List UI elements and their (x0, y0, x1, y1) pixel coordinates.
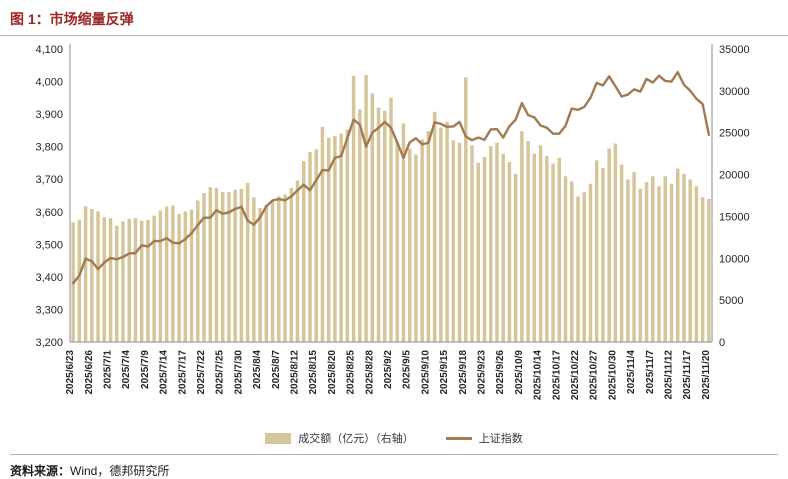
svg-text:3,200: 3,200 (35, 337, 63, 349)
svg-text:2025/8/12: 2025/8/12 (290, 350, 301, 395)
svg-text:2025/11/17: 2025/11/17 (682, 350, 693, 400)
svg-text:2025/7/30: 2025/7/30 (233, 350, 244, 395)
legend-volume-label: 成交额（亿元）（右轴） (298, 433, 414, 445)
svg-text:2025/9/26: 2025/9/26 (495, 350, 506, 395)
svg-text:2025/10/14: 2025/10/14 (533, 350, 544, 400)
svg-text:2025/11/20: 2025/11/20 (701, 350, 712, 400)
figure-title: 图 1：市场缩量反弹 (10, 11, 134, 27)
index-line (71, 70, 711, 285)
svg-text:2025/7/14: 2025/7/14 (159, 350, 170, 395)
svg-text:0: 0 (719, 337, 725, 349)
svg-text:2025/7/25: 2025/7/25 (215, 350, 226, 395)
chart-legend: 成交额（亿元）（右轴） 上证指数 (0, 428, 788, 448)
svg-text:2025/11/12: 2025/11/12 (663, 350, 674, 400)
legend-item-volume: 成交额（亿元）（右轴） (265, 430, 414, 446)
legend-index-label: 上证指数 (478, 433, 523, 445)
svg-text:10000: 10000 (719, 253, 750, 265)
svg-text:2025/8/20: 2025/8/20 (327, 350, 338, 395)
svg-text:4,100: 4,100 (35, 44, 63, 56)
svg-text:2025/10/30: 2025/10/30 (607, 350, 618, 400)
index-line-swatch-icon (445, 436, 472, 440)
svg-text:2025/6/23: 2025/6/23 (65, 350, 76, 395)
svg-text:3,800: 3,800 (35, 142, 63, 154)
svg-text:35000: 35000 (719, 44, 750, 56)
svg-text:20000: 20000 (719, 170, 750, 182)
volume-bars (71, 74, 711, 343)
svg-text:3,500: 3,500 (35, 239, 63, 251)
svg-text:2025/7/1: 2025/7/1 (103, 350, 114, 389)
svg-text:2025/6/26: 2025/6/26 (84, 350, 95, 395)
svg-text:30000: 30000 (719, 86, 750, 98)
svg-text:2025/8/25: 2025/8/25 (346, 350, 357, 395)
legend-item-index: 上证指数 (445, 430, 523, 446)
right-axis-labels: 0 5000 10000 15000 20000 25000 30000 35000 (719, 44, 750, 349)
svg-text:2025/7/4: 2025/7/4 (121, 350, 132, 389)
volume-swatch-icon (265, 432, 292, 444)
source-label: 资料来源： (10, 464, 71, 478)
svg-text:2025/7/22: 2025/7/22 (196, 350, 207, 395)
svg-text:2025/8/28: 2025/8/28 (364, 350, 375, 395)
svg-text:25000: 25000 (719, 128, 750, 140)
svg-text:2025/9/15: 2025/9/15 (439, 350, 450, 395)
svg-text:15000: 15000 (719, 211, 750, 223)
svg-text:3,900: 3,900 (35, 109, 63, 121)
figure-header: 图 1：市场缩量反弹 (0, 0, 788, 36)
svg-text:2025/9/2: 2025/9/2 (383, 350, 394, 389)
svg-text:2025/7/9: 2025/7/9 (140, 350, 151, 389)
svg-text:2025/9/23: 2025/9/23 (477, 350, 488, 395)
svg-text:5000: 5000 (719, 295, 743, 307)
svg-text:2025/10/17: 2025/10/17 (551, 350, 562, 400)
svg-text:2025/10/9: 2025/10/9 (514, 350, 525, 395)
svg-text:3,300: 3,300 (35, 304, 63, 316)
svg-text:3,600: 3,600 (35, 207, 63, 219)
svg-text:3,700: 3,700 (35, 174, 63, 186)
left-axis-labels: 3,200 3,300 3,400 3,500 3,600 3,700 3,800 3,900… (35, 44, 63, 349)
svg-text:2025/10/27: 2025/10/27 (589, 350, 600, 400)
source-text: Wind，德邦研究所 (70, 464, 170, 478)
svg-text:4,000: 4,000 (35, 77, 63, 89)
market-volume-chart: 3,200 3,300 3,400 3,500 3,600 3,700 3,800 3,900… (35, 44, 750, 400)
svg-text:2025/7/17: 2025/7/17 (177, 350, 188, 395)
svg-text:3,400: 3,400 (35, 272, 63, 284)
source-footer: 资料来源：Wind，德邦研究所 (10, 454, 778, 479)
x-axis-labels: 2025/6/23 2025/6/26 2025/7/1 2025/7/4 2025/7… (65, 350, 712, 400)
svg-text:2025/11/7: 2025/11/7 (645, 350, 656, 394)
svg-text:2025/9/18: 2025/9/18 (458, 350, 469, 395)
svg-text:2025/9/5: 2025/9/5 (402, 350, 413, 389)
svg-text:2025/11/4: 2025/11/4 (626, 350, 637, 394)
svg-text:2025/10/22: 2025/10/22 (570, 350, 581, 400)
svg-text:2025/8/4: 2025/8/4 (252, 350, 263, 389)
axes (69, 44, 713, 343)
svg-text:2025/8/7: 2025/8/7 (271, 350, 282, 389)
svg-text:2025/9/10: 2025/9/10 (420, 350, 431, 395)
svg-text:2025/8/15: 2025/8/15 (308, 350, 319, 395)
